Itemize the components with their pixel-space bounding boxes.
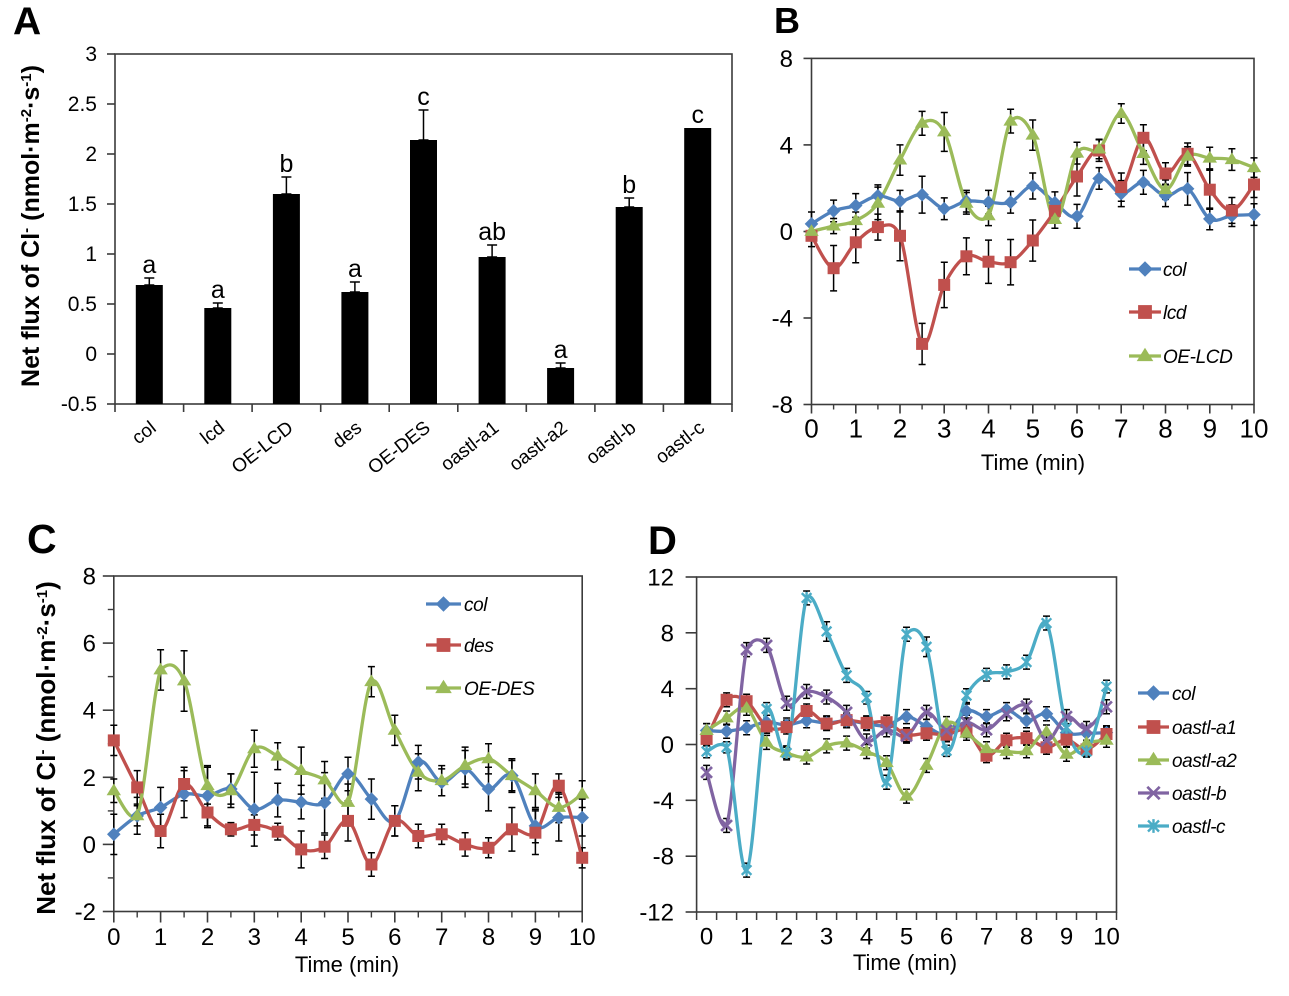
svg-text:9: 9 — [529, 924, 542, 951]
svg-text:-0.5: -0.5 — [61, 393, 97, 416]
svg-text:OE-LCD: OE-LCD — [1163, 347, 1233, 368]
svg-text:1: 1 — [85, 243, 97, 266]
svg-text:3: 3 — [85, 43, 97, 66]
svg-text:0: 0 — [780, 219, 793, 246]
svg-text:oastl-c: oastl-c — [1172, 817, 1226, 838]
svg-text:4: 4 — [661, 676, 674, 703]
svg-text:8: 8 — [661, 620, 674, 647]
svg-text:-4: -4 — [653, 788, 674, 815]
svg-text:0.5: 0.5 — [68, 293, 97, 316]
svg-text:-4: -4 — [772, 306, 793, 333]
svg-text:2: 2 — [201, 924, 214, 951]
svg-text:10: 10 — [569, 924, 596, 951]
svg-text:7: 7 — [1114, 414, 1128, 444]
svg-text:oastl-a1: oastl-a1 — [1172, 718, 1236, 739]
svg-text:b: b — [622, 171, 636, 199]
svg-text:9: 9 — [1060, 924, 1073, 951]
svg-text:4: 4 — [780, 132, 793, 159]
svg-text:-8: -8 — [772, 392, 793, 419]
svg-text:1.5: 1.5 — [68, 193, 97, 216]
svg-text:1: 1 — [154, 924, 167, 951]
svg-text:a: a — [142, 251, 156, 279]
svg-text:0: 0 — [85, 343, 97, 366]
svg-text:oastl-b: oastl-b — [1172, 784, 1226, 805]
svg-text:Time (min): Time (min) — [295, 952, 399, 977]
svg-text:A: A — [13, 1, 41, 44]
svg-text:b: b — [279, 150, 293, 178]
svg-text:D: D — [648, 519, 677, 563]
svg-text:2: 2 — [85, 143, 97, 166]
svg-text:3: 3 — [248, 924, 261, 951]
svg-text:col: col — [464, 595, 488, 616]
svg-text:Time (min): Time (min) — [853, 950, 957, 975]
svg-text:5: 5 — [1026, 414, 1040, 444]
svg-text:2: 2 — [893, 414, 907, 444]
svg-text:0: 0 — [83, 832, 96, 859]
svg-text:4: 4 — [83, 698, 96, 725]
svg-text:3: 3 — [937, 414, 951, 444]
svg-text:1: 1 — [740, 924, 753, 951]
svg-text:c: c — [691, 101, 704, 129]
svg-text:-8: -8 — [653, 844, 674, 871]
svg-text:OE-DES: OE-DES — [464, 679, 535, 700]
svg-text:6: 6 — [83, 631, 96, 658]
svg-text:a: a — [554, 336, 568, 364]
svg-text:0: 0 — [107, 924, 120, 951]
svg-text:0: 0 — [700, 924, 713, 951]
svg-text:8: 8 — [83, 564, 96, 591]
svg-text:8: 8 — [780, 46, 793, 73]
svg-text:7: 7 — [980, 924, 993, 951]
svg-text:6: 6 — [1070, 414, 1084, 444]
svg-text:10: 10 — [1240, 414, 1269, 444]
svg-text:2.5: 2.5 — [68, 93, 97, 116]
svg-text:0: 0 — [661, 732, 674, 759]
svg-text:8: 8 — [482, 924, 495, 951]
svg-text:col: col — [1172, 684, 1196, 705]
svg-text:2: 2 — [780, 924, 793, 951]
svg-text:7: 7 — [435, 924, 448, 951]
svg-text:c: c — [417, 83, 430, 111]
svg-text:B: B — [774, 0, 800, 41]
svg-text:5: 5 — [341, 924, 354, 951]
svg-text:a: a — [348, 255, 362, 283]
svg-text:a: a — [211, 276, 225, 304]
svg-text:2: 2 — [83, 765, 96, 792]
svg-text:4: 4 — [295, 924, 308, 951]
svg-text:8: 8 — [1020, 924, 1033, 951]
svg-text:4: 4 — [981, 414, 995, 444]
svg-text:des: des — [464, 636, 494, 657]
svg-text:9: 9 — [1203, 414, 1217, 444]
svg-text:10: 10 — [1093, 924, 1120, 951]
svg-text:6: 6 — [388, 924, 401, 951]
svg-text:3: 3 — [820, 924, 833, 951]
svg-text:Time (min): Time (min) — [981, 450, 1085, 475]
svg-text:-2: -2 — [75, 899, 96, 926]
svg-text:col: col — [1163, 260, 1187, 281]
svg-text:ab: ab — [478, 218, 506, 246]
svg-text:8: 8 — [1158, 414, 1172, 444]
svg-text:4: 4 — [860, 924, 873, 951]
svg-text:0: 0 — [804, 414, 818, 444]
svg-text:lcd: lcd — [1163, 303, 1188, 324]
svg-text:12: 12 — [647, 565, 674, 592]
svg-text:1: 1 — [849, 414, 863, 444]
svg-text:oastl-a2: oastl-a2 — [1172, 751, 1237, 772]
svg-text:5: 5 — [900, 924, 913, 951]
svg-text:-12: -12 — [639, 900, 674, 927]
svg-text:6: 6 — [940, 924, 953, 951]
svg-text:C: C — [27, 516, 57, 562]
